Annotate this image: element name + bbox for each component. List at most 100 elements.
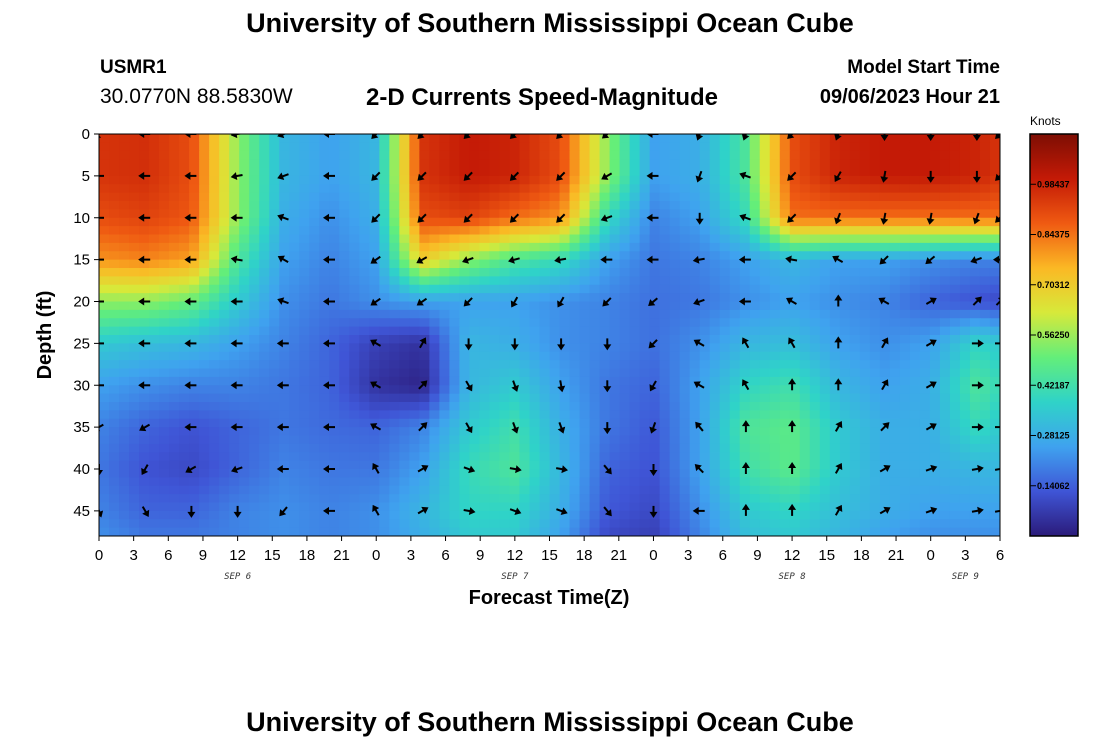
heatmap-cell xyxy=(569,293,581,303)
heatmap-cell xyxy=(269,142,280,152)
heatmap-cell xyxy=(239,242,250,252)
heatmap-cell xyxy=(399,318,410,328)
heatmap-cell xyxy=(579,134,591,143)
heatmap-cell xyxy=(699,276,711,286)
heatmap-cell xyxy=(109,309,120,319)
heatmap-cell xyxy=(709,150,721,160)
heatmap-cell xyxy=(639,452,651,462)
heatmap-cell xyxy=(339,142,350,152)
heatmap-cell xyxy=(159,502,170,512)
heatmap-cell xyxy=(859,276,871,286)
heatmap-cell xyxy=(669,184,681,194)
heatmap-cell xyxy=(509,234,521,244)
heatmap-cell xyxy=(709,201,721,210)
heatmap-cell xyxy=(809,376,821,386)
heatmap-cell xyxy=(819,376,831,386)
heatmap-cell xyxy=(589,494,601,504)
heatmap-cell xyxy=(109,259,120,269)
heatmap-cell xyxy=(519,343,531,353)
heatmap-cell xyxy=(229,159,240,169)
heatmap-cell xyxy=(789,351,801,361)
heatmap-cell xyxy=(959,402,971,411)
heatmap-cell xyxy=(439,217,450,227)
heatmap-cell xyxy=(339,494,350,504)
heatmap-cell xyxy=(869,452,881,462)
heatmap-cell xyxy=(279,326,290,336)
heatmap-cell xyxy=(499,376,511,386)
heatmap-cell xyxy=(749,167,761,177)
heatmap-cell xyxy=(899,184,911,194)
heatmap-cell xyxy=(709,142,721,152)
heatmap-cell xyxy=(179,242,190,252)
heatmap-cell xyxy=(619,410,631,420)
heatmap-cell xyxy=(109,360,120,370)
heatmap-cell xyxy=(909,167,921,177)
heatmap-cell xyxy=(839,510,851,520)
heatmap-cell xyxy=(749,293,761,303)
heatmap-cell xyxy=(949,502,961,512)
heatmap-cell xyxy=(599,150,611,160)
heatmap-cell xyxy=(789,276,801,286)
heatmap-cell xyxy=(299,209,310,219)
heatmap-cell xyxy=(259,201,270,210)
heatmap-cell xyxy=(629,435,641,445)
heatmap-cell xyxy=(179,209,190,219)
heatmap-cell xyxy=(109,175,120,185)
heatmap-cell xyxy=(539,242,551,252)
heatmap-cell xyxy=(139,502,150,512)
heatmap-cell xyxy=(419,309,430,319)
heatmap-cell xyxy=(559,485,571,495)
heatmap-cell xyxy=(249,385,260,395)
heatmap-cell xyxy=(889,477,901,487)
heatmap-cell xyxy=(99,134,110,143)
heatmap-cell xyxy=(129,217,140,227)
heatmap-cell xyxy=(859,402,871,411)
heatmap-cell xyxy=(849,351,861,361)
heatmap-cell xyxy=(399,326,410,336)
heatmap-cell xyxy=(589,175,601,185)
heatmap-cell xyxy=(259,510,270,520)
heatmap-cell xyxy=(749,368,761,378)
heatmap-cell xyxy=(919,335,931,344)
heatmap-cell xyxy=(549,192,561,202)
heatmap-cell xyxy=(899,226,911,236)
heatmap-cell xyxy=(419,326,430,336)
heatmap-cell xyxy=(329,368,340,378)
heatmap-cell xyxy=(349,284,360,294)
heatmap-cell xyxy=(179,192,190,202)
heatmap-cell xyxy=(749,318,761,328)
heatmap-cell xyxy=(99,276,110,286)
heatmap-cell xyxy=(679,284,691,294)
heatmap-cell xyxy=(409,251,420,261)
heatmap-cell xyxy=(589,150,601,160)
heatmap-cell xyxy=(739,276,751,286)
heatmap-cell xyxy=(829,242,841,252)
heatmap-cell xyxy=(879,402,891,411)
heatmap-cell xyxy=(729,259,741,269)
heatmap-cell xyxy=(529,460,541,470)
heatmap-cell xyxy=(399,192,410,202)
heatmap-cell xyxy=(849,427,861,437)
heatmap-cell xyxy=(419,368,430,378)
current-vector-arrow xyxy=(99,464,103,476)
heatmap-cell xyxy=(429,276,440,286)
heatmap-cell xyxy=(989,284,1000,294)
heatmap-cell xyxy=(859,301,871,311)
heatmap-cell xyxy=(339,435,350,445)
heatmap-cell xyxy=(389,301,400,311)
heatmap-cell xyxy=(929,393,941,403)
heatmap-cell xyxy=(409,477,420,487)
heatmap-cell xyxy=(529,485,541,495)
heatmap-cell xyxy=(819,175,831,185)
heatmap-cell xyxy=(349,192,360,202)
heatmap-cell xyxy=(929,217,941,227)
heatmap-cell xyxy=(449,209,460,219)
heatmap-cell xyxy=(569,276,581,286)
heatmap-cell xyxy=(639,469,651,478)
heatmap-cell xyxy=(769,519,781,529)
heatmap-cell xyxy=(599,268,611,277)
heatmap-cell xyxy=(169,469,180,478)
heatmap-cell xyxy=(249,209,260,219)
heatmap-cell xyxy=(139,494,150,504)
heatmap-cell xyxy=(429,368,440,378)
